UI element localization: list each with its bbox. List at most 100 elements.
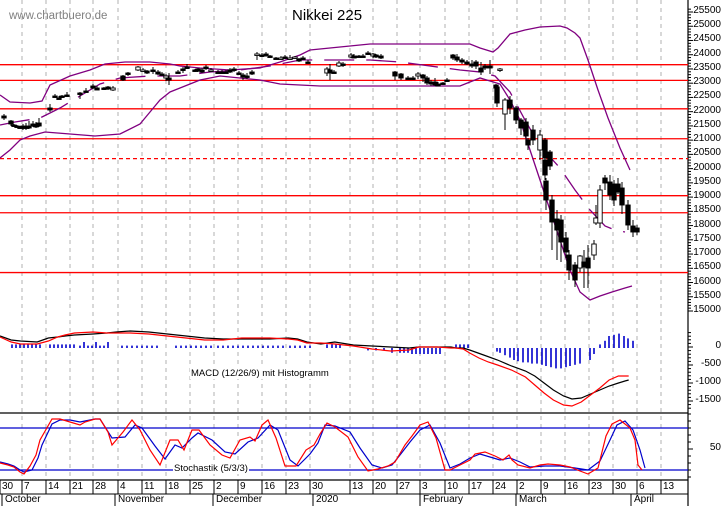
candle-body: [327, 69, 333, 74]
candle-body: [236, 72, 242, 75]
week-label: 6: [639, 481, 645, 492]
candle-body: [537, 134, 543, 151]
bollinger-lower: [0, 75, 633, 301]
candle-body: [64, 94, 70, 97]
candle-body: [549, 199, 555, 223]
candle-body: [523, 121, 529, 137]
candle-body: [199, 69, 205, 73]
week-label: 23: [591, 481, 603, 492]
macd-tick-label: -1000: [695, 376, 721, 387]
candle-body: [1, 115, 7, 119]
candle-body: [454, 56, 460, 61]
price-tick-label: 21000: [693, 133, 721, 145]
week-label: 16: [264, 481, 276, 492]
macd-tick-label: -500: [700, 358, 721, 369]
candle-body: [444, 79, 450, 82]
week-label: 17: [471, 481, 483, 492]
candle-body: [282, 56, 288, 59]
candle-body: [184, 66, 190, 69]
macd-label: MACD (12/26/9) mit Histogramm: [190, 368, 330, 379]
candle-body: [94, 87, 100, 91]
candle-body: [625, 204, 631, 226]
price-tick-label: 19000: [693, 190, 721, 202]
week-label: 9: [240, 481, 246, 492]
candle-body: [52, 95, 58, 98]
candle-body: [542, 159, 548, 176]
candle-body: [547, 151, 553, 167]
candle-body: [249, 71, 255, 75]
stoch-k-line: [0, 418, 643, 475]
candle-body: [263, 53, 269, 56]
candle-body: [292, 56, 298, 59]
candle-body: [591, 243, 597, 256]
candle-body: [163, 75, 169, 79]
week-label: 23: [288, 481, 300, 492]
candle-body: [227, 69, 233, 73]
candle-body: [244, 75, 250, 78]
week-label: 9: [543, 481, 549, 492]
candle-body: [392, 71, 398, 77]
month-label: October: [5, 494, 41, 505]
candle-body: [56, 97, 62, 100]
candle-body: [450, 54, 456, 59]
candle-body: [566, 254, 572, 271]
candle-body: [110, 87, 116, 91]
candle-body: [144, 70, 150, 74]
price-tick-label: 18000: [693, 218, 721, 230]
price-tick-label: 20000: [693, 161, 721, 173]
week-label: 28: [95, 481, 107, 492]
price-tick-label: 21500: [693, 118, 721, 130]
candle-body: [331, 71, 337, 74]
candle-body: [440, 82, 446, 85]
candle-body: [563, 237, 569, 253]
site-watermark: www.chartbuero.de: [9, 10, 108, 22]
month-label: April: [634, 494, 655, 505]
candle-body: [398, 73, 404, 79]
candle-body: [360, 55, 366, 58]
candle-body: [482, 65, 488, 69]
month-label: 2020: [316, 494, 339, 505]
price-tick-label: 23500: [693, 61, 721, 73]
week-label: 3: [422, 481, 428, 492]
candle-body: [525, 139, 531, 146]
candle-body: [273, 57, 279, 60]
candle-body: [602, 177, 608, 184]
candle-body: [59, 95, 65, 98]
week-label: 21: [72, 481, 84, 492]
week-label: 4: [120, 481, 126, 492]
candle-body: [305, 61, 311, 64]
candle-body: [159, 73, 165, 76]
week-label: 27: [399, 481, 411, 492]
candle-body: [155, 71, 161, 75]
price-tick-label: 15500: [693, 289, 721, 301]
candle-body: [585, 257, 591, 269]
price-tick-label: 15000: [693, 304, 721, 315]
candle-body: [405, 77, 411, 80]
candle-body: [208, 69, 214, 72]
week-label: 30: [312, 481, 324, 492]
price-tick-label: 24000: [693, 47, 721, 59]
macd-tick-label: -1500: [695, 394, 721, 405]
week-label: 13: [352, 481, 364, 492]
candle-body: [558, 219, 564, 243]
candle-body: [597, 189, 603, 224]
macd-signal-line: [0, 331, 629, 407]
candle-body: [543, 180, 549, 201]
price-tick-label: 25500: [693, 5, 721, 16]
price-tick-label: 22500: [693, 90, 721, 102]
candle-body: [530, 129, 536, 141]
candle-body: [267, 55, 273, 58]
stoch-tick-label: 50: [709, 442, 721, 453]
candle-body: [478, 67, 484, 73]
macd-tick-label: 0: [715, 340, 721, 351]
candle-body: [351, 55, 357, 59]
bollinger-upper: [0, 25, 631, 171]
candle-body: [203, 66, 209, 69]
stochastic-label: Stochastik (5/3/3): [173, 463, 249, 474]
macd-line: [0, 330, 629, 400]
week-label: 20: [375, 481, 387, 492]
candle-body: [365, 52, 371, 55]
price-tick-label: 19500: [693, 175, 721, 187]
price-tick-label: 25000: [693, 19, 721, 31]
